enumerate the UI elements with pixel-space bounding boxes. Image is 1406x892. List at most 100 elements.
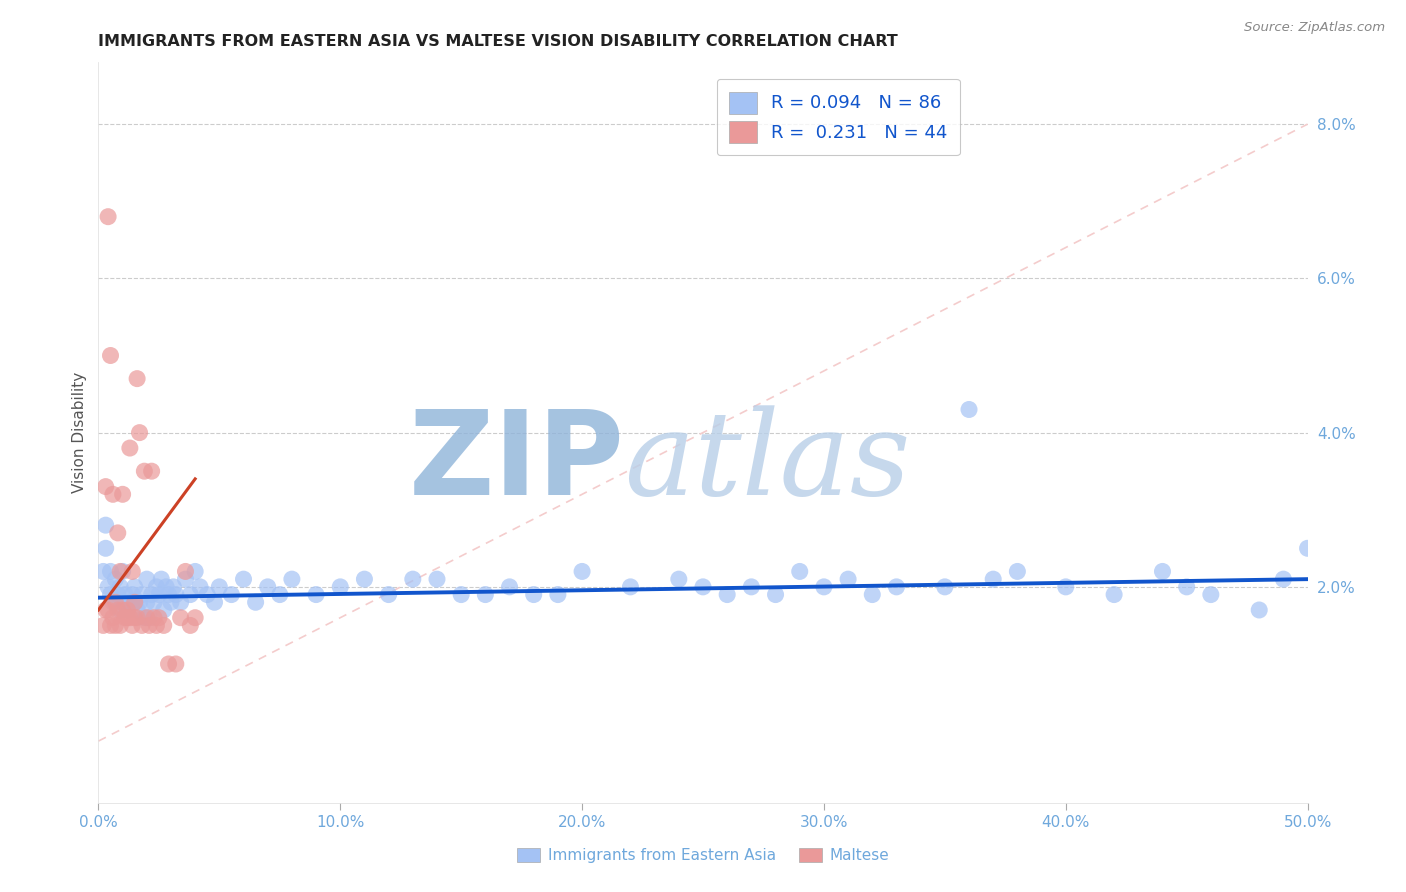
Point: [100, 349, 122, 363]
Point: [692, 580, 714, 594]
Point: [117, 603, 139, 617]
Point: [145, 580, 167, 594]
Point: [195, 588, 218, 602]
Point: [101, 487, 124, 501]
Point: [174, 565, 197, 579]
Legend: Immigrants from Eastern Asia, Maltese: Immigrants from Eastern Asia, Maltese: [510, 842, 896, 869]
Point: [981, 572, 1004, 586]
Point: [619, 580, 641, 594]
Point: [179, 588, 201, 602]
Point: [281, 572, 304, 586]
Point: [450, 588, 472, 602]
Point: [97, 580, 120, 594]
Point: [765, 588, 787, 602]
Text: IMMIGRANTS FROM EASTERN ASIA VS MALTESE VISION DISABILITY CORRELATION CHART: IMMIGRANTS FROM EASTERN ASIA VS MALTESE …: [98, 34, 898, 49]
Point: [128, 595, 150, 609]
Point: [1102, 588, 1125, 602]
Point: [124, 595, 146, 609]
Point: [127, 603, 149, 617]
Point: [97, 603, 120, 617]
Point: [131, 588, 153, 602]
Text: Source: ZipAtlas.com: Source: ZipAtlas.com: [1244, 21, 1385, 34]
Point: [957, 402, 980, 417]
Point: [100, 618, 122, 632]
Point: [117, 603, 139, 617]
Point: [108, 603, 131, 617]
Point: [174, 572, 197, 586]
Point: [121, 618, 143, 632]
Point: [117, 611, 139, 625]
Point: [837, 572, 859, 586]
Point: [886, 580, 908, 594]
Point: [232, 572, 254, 586]
Point: [474, 588, 496, 602]
Point: [94, 480, 117, 494]
Point: [148, 588, 170, 602]
Point: [118, 441, 141, 455]
Point: [150, 572, 173, 586]
Point: [94, 603, 117, 617]
Point: [143, 611, 166, 625]
Point: [134, 464, 156, 478]
Point: [111, 565, 134, 579]
Point: [1272, 572, 1295, 586]
Point: [135, 572, 157, 586]
Point: [169, 595, 191, 609]
Point: [860, 588, 883, 602]
Point: [1152, 565, 1174, 579]
Point: [256, 580, 278, 594]
Point: [402, 572, 425, 586]
Point: [353, 572, 375, 586]
Point: [94, 518, 117, 533]
Point: [740, 580, 762, 594]
Point: [145, 618, 167, 632]
Point: [305, 588, 328, 602]
Point: [101, 611, 124, 625]
Point: [107, 603, 129, 617]
Point: [134, 611, 156, 625]
Point: [169, 611, 191, 625]
Point: [152, 618, 174, 632]
Point: [124, 580, 146, 594]
Y-axis label: Vision Disability: Vision Disability: [72, 372, 87, 493]
Point: [269, 588, 291, 602]
Text: atlas: atlas: [624, 405, 911, 520]
Point: [141, 588, 163, 602]
Point: [94, 541, 117, 556]
Point: [157, 588, 180, 602]
Point: [135, 595, 157, 609]
Point: [789, 565, 811, 579]
Point: [114, 611, 136, 625]
Point: [138, 611, 160, 625]
Point: [1054, 580, 1077, 594]
Point: [104, 572, 127, 586]
Point: [124, 595, 146, 609]
Point: [127, 611, 149, 625]
Point: [91, 618, 114, 632]
Point: [184, 565, 207, 579]
Point: [934, 580, 956, 594]
Point: [107, 588, 129, 602]
Text: ZIP: ZIP: [408, 405, 624, 520]
Point: [121, 588, 143, 602]
Point: [108, 580, 131, 594]
Point: [160, 595, 183, 609]
Point: [716, 588, 738, 602]
Point: [165, 657, 187, 671]
Point: [121, 565, 143, 579]
Point: [523, 588, 546, 602]
Point: [1249, 603, 1271, 617]
Point: [131, 618, 153, 632]
Point: [104, 618, 127, 632]
Point: [91, 565, 114, 579]
Point: [138, 618, 160, 632]
Point: [111, 603, 134, 617]
Point: [148, 611, 170, 625]
Point: [104, 595, 127, 609]
Point: [107, 525, 129, 540]
Point: [377, 588, 399, 602]
Point: [114, 588, 136, 602]
Point: [135, 611, 157, 625]
Point: [1199, 588, 1222, 602]
Point: [188, 580, 211, 594]
